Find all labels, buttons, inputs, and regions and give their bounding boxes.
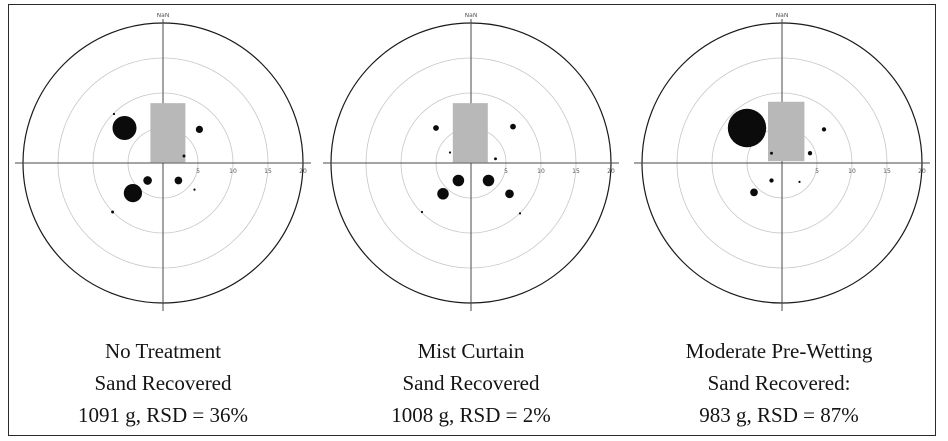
ring-tick-label: 15 bbox=[572, 168, 580, 175]
sample-point bbox=[195, 125, 203, 133]
sample-point bbox=[437, 188, 449, 200]
ring-tick-label: 10 bbox=[229, 168, 237, 175]
spray-nozzle-zone bbox=[768, 101, 805, 162]
sample-point bbox=[143, 176, 152, 185]
sample-point bbox=[807, 151, 813, 156]
sample-point bbox=[111, 210, 115, 214]
spray-nozzle-zone bbox=[150, 103, 186, 163]
top-axis-label: NaN bbox=[465, 13, 478, 19]
ring-tick-label: 20 bbox=[918, 168, 926, 175]
panel-result: 1008 g, RSD = 2% bbox=[391, 403, 551, 427]
sample-point bbox=[112, 116, 137, 140]
sample-point bbox=[769, 178, 774, 183]
sample-point bbox=[518, 212, 522, 215]
ring-tick-label: 20 bbox=[607, 168, 615, 175]
sample-point bbox=[452, 174, 465, 187]
sample-point bbox=[821, 127, 827, 132]
sample-point bbox=[482, 174, 495, 187]
caption-mist-curtain: Mist Curtain Sand Recovered 1008 g, RSD … bbox=[321, 335, 621, 431]
ring-tick-label: 5 bbox=[504, 168, 508, 175]
sample-point bbox=[770, 151, 773, 155]
ring-tick-label: 5 bbox=[815, 168, 819, 175]
ring-tick-label: 15 bbox=[883, 168, 891, 175]
sample-point bbox=[182, 154, 186, 158]
top-axis-label: NaN bbox=[776, 13, 789, 19]
panel-subtitle: Sand Recovered: bbox=[707, 371, 851, 395]
polar-svg: 5 10 15 20 NaN bbox=[15, 13, 311, 311]
sample-point bbox=[112, 112, 116, 116]
sample-point bbox=[494, 157, 497, 161]
panel-title: Mist Curtain bbox=[417, 339, 525, 363]
sample-point bbox=[420, 210, 424, 214]
polar-plot-moderate-pre-wetting: 5 10 15 20 NaN bbox=[632, 13, 932, 313]
polar-plot-mist-curtain: 5 10 15 20 NaN bbox=[321, 13, 621, 313]
panel-result: 1091 g, RSD = 36% bbox=[78, 403, 248, 427]
sample-point bbox=[193, 188, 196, 191]
sample-point bbox=[123, 183, 143, 203]
panel-title: No Treatment bbox=[104, 339, 222, 363]
ring-tick-label: 10 bbox=[537, 168, 545, 175]
caption-moderate-pre-wetting: Moderate Pre-Wetting Sand Recovered: 983… bbox=[629, 335, 929, 431]
figure-frame: 5 10 15 20 NaN No Treatment Sand Recovered 1… bbox=[8, 4, 936, 436]
ring-tick-label: 10 bbox=[848, 168, 856, 175]
sample-point bbox=[798, 180, 801, 183]
top-axis-label: NaN bbox=[157, 13, 170, 19]
polar-plot-no-treatment: 5 10 15 20 NaN bbox=[13, 13, 313, 313]
caption-no-treatment: No Treatment Sand Recovered 1091 g, RSD … bbox=[13, 335, 313, 431]
panel-subtitle: Sand Recovered bbox=[94, 371, 232, 395]
ring-tick-label: 15 bbox=[264, 168, 272, 175]
spray-nozzle-zone bbox=[452, 103, 488, 163]
polar-svg: 5 10 15 20 NaN bbox=[634, 13, 930, 311]
sample-point bbox=[448, 151, 452, 154]
sample-point bbox=[750, 188, 758, 197]
sample-point bbox=[174, 176, 183, 185]
ring-tick-label: 5 bbox=[196, 168, 200, 175]
sample-point bbox=[510, 123, 516, 130]
ring-tick-label: 20 bbox=[299, 168, 307, 175]
panel-title: Moderate Pre-Wetting bbox=[685, 339, 873, 363]
sample-point bbox=[433, 125, 439, 131]
panel-result: 983 g, RSD = 87% bbox=[699, 403, 859, 427]
sample-point bbox=[727, 108, 767, 148]
sample-point bbox=[505, 189, 514, 199]
panel-subtitle: Sand Recovered bbox=[402, 371, 540, 395]
polar-svg: 5 10 15 20 NaN bbox=[323, 13, 619, 311]
